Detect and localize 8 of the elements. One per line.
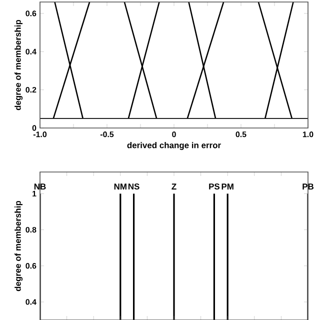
- annotation: NM: [114, 184, 126, 190]
- annotation: PS: [209, 183, 220, 190]
- y-axis-title: degree of membership: [14, 20, 23, 110]
- x-axis-title: derived change in error: [127, 142, 221, 150]
- annotation: NS: [128, 183, 140, 190]
- annotation: PM: [222, 184, 234, 190]
- annotation: Z: [172, 184, 176, 190]
- y-axis-title: degree of membership: [14, 200, 23, 292]
